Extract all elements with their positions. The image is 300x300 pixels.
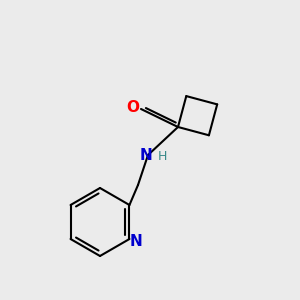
Text: N: N [140, 148, 152, 164]
Text: N: N [130, 233, 143, 248]
Text: O: O [127, 100, 140, 116]
Text: H: H [157, 149, 167, 163]
